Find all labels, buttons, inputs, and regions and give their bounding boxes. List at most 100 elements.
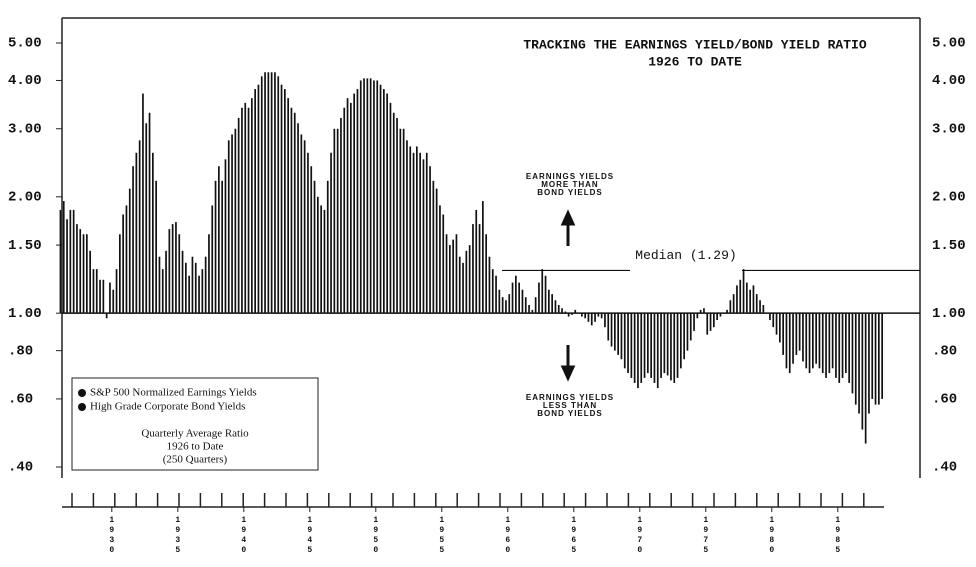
bar [511, 282, 514, 314]
bar [148, 112, 151, 314]
bar [297, 123, 299, 314]
bar [389, 102, 392, 314]
bar [782, 313, 784, 355]
bar [99, 279, 101, 314]
bar [508, 294, 511, 314]
bar [485, 234, 487, 314]
bar [742, 269, 745, 314]
bar [620, 313, 623, 360]
bar [452, 239, 454, 314]
bar [607, 313, 610, 341]
bar [257, 84, 260, 314]
bar [165, 250, 167, 314]
bar [716, 313, 718, 321]
bar [102, 279, 105, 314]
bar [762, 304, 765, 314]
bar [597, 313, 600, 317]
bar [237, 117, 240, 314]
y-tick-label: 3.00 [8, 121, 42, 137]
bar [359, 80, 362, 314]
bar [831, 313, 834, 369]
annotation: EARNINGS YIELDS [526, 393, 614, 402]
bar [155, 180, 157, 314]
bar [706, 313, 709, 335]
bar [307, 152, 309, 314]
bar [614, 313, 616, 351]
x-tick-label: 1945 [305, 516, 314, 556]
bar [363, 78, 365, 314]
bar [805, 313, 808, 369]
legend-box [71, 377, 319, 471]
bar [600, 313, 603, 319]
bar [808, 313, 811, 374]
bar [838, 313, 841, 383]
bar [300, 134, 303, 314]
bar [462, 262, 464, 314]
bar [171, 224, 174, 314]
bar [62, 201, 65, 314]
bar [554, 300, 557, 314]
bar [392, 112, 395, 314]
bar [86, 234, 88, 314]
bar [82, 234, 85, 314]
y-tick-label: 2.00 [8, 190, 42, 206]
bar [353, 93, 355, 314]
bar [79, 229, 82, 314]
arrow-down [560, 345, 576, 382]
y2-tick-label: 5.00 [932, 36, 966, 52]
bar [647, 313, 649, 374]
bar [406, 140, 408, 314]
median-label-bg [630, 256, 742, 273]
bar [247, 107, 250, 314]
bar [340, 117, 342, 314]
bar [227, 140, 230, 314]
bar [861, 313, 864, 430]
annotation: EARNINGS YIELDS [526, 172, 614, 181]
bar [191, 256, 194, 314]
bar [845, 313, 847, 374]
bar [871, 313, 874, 399]
bar [670, 313, 672, 381]
bar [214, 180, 217, 314]
bar [633, 313, 636, 383]
bar [515, 275, 517, 314]
bar [416, 146, 418, 314]
bar [673, 313, 676, 383]
bar [119, 234, 121, 314]
bar [109, 282, 111, 314]
bar [531, 309, 534, 314]
bar [373, 80, 375, 314]
x-tick-label: 1985 [833, 516, 842, 556]
bar [425, 152, 428, 314]
bar [482, 201, 484, 314]
bar [726, 309, 728, 314]
bar [181, 250, 184, 314]
bar [587, 313, 590, 322]
bar [369, 78, 372, 314]
bar [574, 309, 577, 314]
bar [260, 76, 263, 314]
bar [663, 313, 666, 374]
bar [303, 140, 306, 314]
bar [290, 107, 293, 314]
x-tick-label: 1940 [239, 516, 248, 556]
bar [472, 224, 474, 314]
bar [356, 89, 359, 314]
bar [835, 313, 837, 378]
bar [412, 152, 415, 314]
bar [432, 180, 435, 314]
bar [95, 269, 98, 314]
bar [439, 205, 441, 314]
bar [465, 250, 468, 314]
bar [541, 269, 544, 314]
arrow-up [560, 209, 576, 246]
bar [650, 313, 652, 378]
bar [379, 84, 382, 314]
bar [386, 93, 388, 314]
bar [604, 313, 606, 328]
bar [442, 214, 445, 314]
bar [383, 89, 385, 314]
annotation: BOND YIELDS [537, 409, 603, 418]
y-tick-label: .80 [8, 343, 33, 359]
